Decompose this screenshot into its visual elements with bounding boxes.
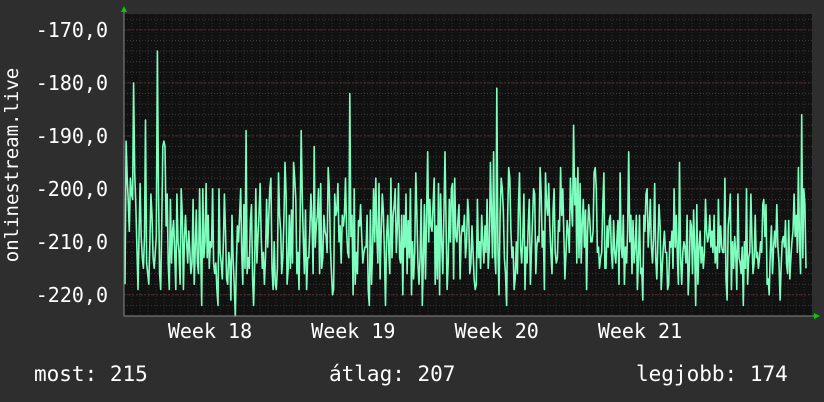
grid — [124, 14, 812, 317]
y-axis-label: onlinestream.live — [1, 68, 23, 262]
legend-current-value: 215 — [109, 362, 148, 386]
x-tick-label: Week 19 — [311, 319, 395, 343]
x-tick-label: Week 18 — [168, 319, 252, 343]
x-axis-arrow-icon — [814, 313, 820, 319]
y-tick-label: -210,0 — [36, 230, 108, 254]
y-tick-label: -220,0 — [36, 283, 108, 307]
legend-current-label: most: — [34, 362, 98, 386]
y-tick-label: -180,0 — [36, 71, 108, 95]
y-tick-label: -170,0 — [36, 18, 108, 42]
legend-best-label: legjobb: — [636, 362, 738, 386]
legend-average-value: 207 — [417, 362, 456, 386]
legend-best-value: 174 — [749, 362, 788, 386]
legend-current: most: 215 — [34, 362, 148, 386]
y-tick-labels: -220,0 -210,0 -200,0 -190,0 -180,0 -170,0 — [36, 18, 108, 307]
x-tick-labels: Week 18 Week 19 Week 20 Week 21 — [168, 319, 682, 343]
y-tick-label: -190,0 — [36, 124, 108, 148]
legend-average-label: átlag: — [329, 362, 405, 386]
legend-average: átlag: 207 — [329, 362, 455, 386]
y-tick-label: -200,0 — [36, 177, 108, 201]
x-tick-label: Week 20 — [455, 319, 539, 343]
series-line — [124, 50, 807, 317]
y-axis-arrow-icon — [121, 6, 127, 12]
legend-best: legjobb: 174 — [636, 362, 788, 386]
x-tick-label: Week 21 — [598, 319, 682, 343]
